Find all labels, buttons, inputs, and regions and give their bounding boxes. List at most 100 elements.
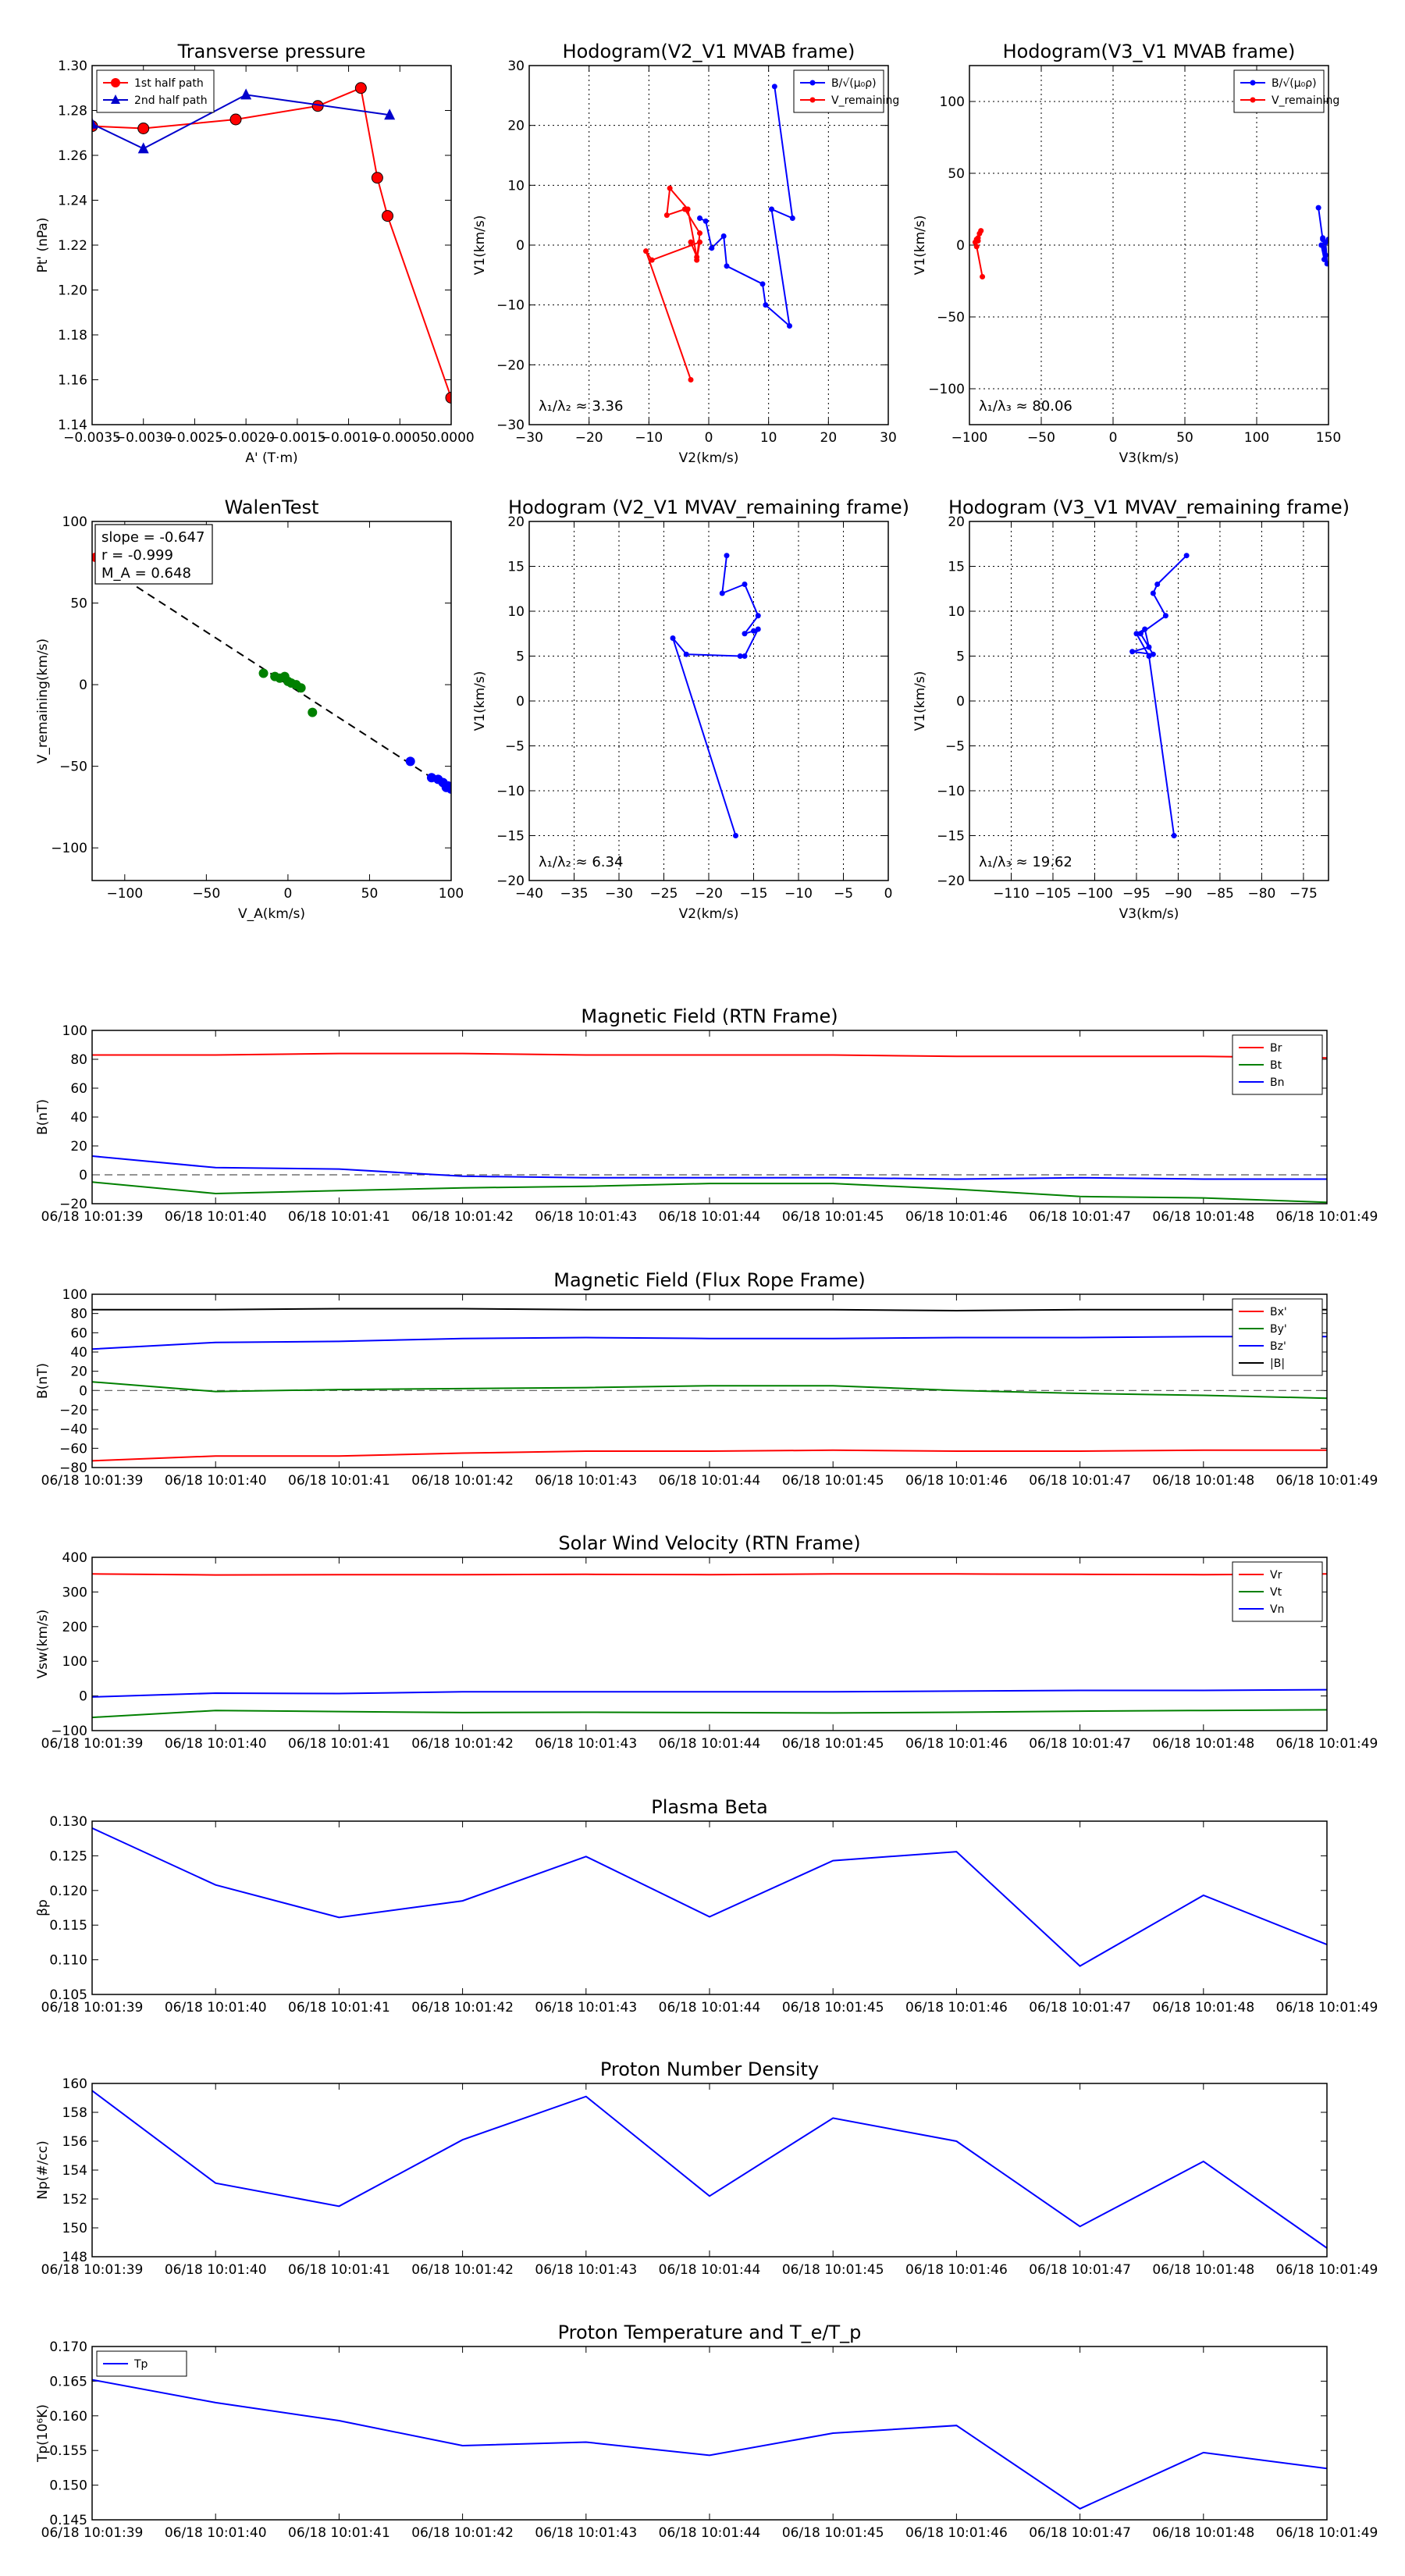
x-tick-label: 06/18 10:01:49: [1276, 1209, 1378, 1225]
x-axis-label: V3(km/s): [1119, 906, 1179, 922]
x-tick-label: −90: [1164, 886, 1192, 902]
legend-label: Bx': [1270, 1306, 1287, 1318]
data-point: [1325, 237, 1329, 243]
data-point: [1318, 242, 1325, 248]
x-tick-label: 06/18 10:01:39: [41, 1736, 144, 1752]
x-tick-label: 06/18 10:01:47: [1029, 1473, 1131, 1489]
chart-pt: Transverse pressure −0.0035−0.0030−0.0025…: [35, 41, 475, 466]
y-axis-label: Np(#/cc): [35, 2140, 51, 2199]
plot-area: [92, 2379, 1327, 2510]
x-tick-label: 06/18 10:01:44: [659, 2262, 761, 2278]
x-tick-label: −25: [650, 886, 678, 902]
data-point: [258, 668, 269, 678]
x-tick-label: 06/18 10:01:46: [905, 2262, 1008, 2278]
chart-bfield: Magnetic Field (RTN Frame) 06/18 10:01:39…: [35, 1005, 1378, 1225]
y-tick-label: 10: [507, 604, 525, 620]
y-tick-label: 50: [70, 596, 87, 612]
legend-marker: [111, 78, 120, 87]
y-axis-label: Tp(10⁶K): [35, 2404, 51, 2463]
data-point: [1150, 590, 1156, 596]
x-tick-label: 06/18 10:01:41: [288, 2000, 390, 2016]
chart-hodo4: Hodogram (V3_V1 MVAV_remaining frame) −11…: [912, 496, 1350, 922]
plot-area: [1129, 553, 1190, 838]
x-tick-label: 06/18 10:01:40: [165, 1209, 267, 1225]
y-tick-label: 100: [62, 1287, 87, 1303]
y-tick-label: 0.110: [49, 1953, 87, 1969]
x-tick-label: −100: [951, 430, 988, 446]
x-tick-label: 06/18 10:01:45: [782, 2262, 884, 2278]
x-tick-label: 0: [1109, 430, 1118, 446]
chart-bfr: Magnetic Field (Flux Rope Frame) 06/18 10…: [35, 1269, 1378, 1489]
ratio-annotation: λ₁/λ₂ ≈ 6.34: [539, 854, 623, 870]
y-tick-label: −40: [59, 1422, 87, 1438]
legend-label: Tp: [133, 2358, 148, 2371]
x-tick-label: −110: [993, 886, 1030, 902]
data-point: [308, 707, 318, 717]
y-tick-label: 300: [62, 1585, 87, 1600]
data-point: [1315, 205, 1321, 211]
x-tick-label: 06/18 10:01:43: [535, 1736, 637, 1752]
y-tick-label: 0: [79, 1689, 87, 1705]
data-point: [1162, 613, 1168, 619]
x-tick-label: −95: [1122, 886, 1151, 902]
data-point: [720, 233, 727, 239]
x-tick-label: 0: [705, 430, 713, 446]
axes-frame: [528, 65, 889, 425]
y-tick-label: 100: [62, 1654, 87, 1670]
y-tick-label: 0.125: [49, 1848, 87, 1864]
plot-area: [92, 82, 451, 404]
plot-area: [92, 1573, 1327, 1719]
x-tick-label: −10: [635, 430, 663, 446]
x-tick-label: −85: [1206, 886, 1234, 902]
chart-title: Solar Wind Velocity (RTN Frame): [558, 1532, 860, 1554]
x-tick-label: 06/18 10:01:48: [1152, 1209, 1254, 1225]
data-point: [771, 84, 777, 90]
data-point: [719, 590, 725, 596]
x-tick-label: 06/18 10:01:41: [288, 1209, 390, 1225]
data-point: [240, 88, 252, 100]
axes-frame: [91, 2346, 1328, 2521]
y-tick-label: 100: [940, 94, 965, 110]
chart-title: Proton Temperature and T_e/T_p: [558, 2322, 862, 2343]
ratio-annotation: λ₁/λ₃ ≈ 19.62: [979, 854, 1072, 870]
data-point: [1146, 644, 1152, 650]
chart-title: Hodogram (V3_V1 MVAV_remaining frame): [948, 496, 1350, 518]
x-tick-label: 06/18 10:01:49: [1276, 1736, 1378, 1752]
y-tick-label: 0: [956, 694, 965, 710]
y-tick-label: −30: [496, 418, 525, 433]
y-axis-label: V1(km/s): [912, 671, 928, 731]
x-tick-label: 06/18 10:01:48: [1152, 2000, 1254, 2016]
x-tick-label: 06/18 10:01:45: [782, 1736, 884, 1752]
data-point: [137, 142, 149, 154]
x-tick-label: 06/18 10:01:44: [659, 1473, 761, 1489]
legend-box: [96, 69, 215, 113]
data-point: [763, 302, 769, 308]
legend-box: [1233, 69, 1325, 113]
y-tick-label: 0.170: [49, 2339, 87, 2355]
legend-label: V_remaining: [1272, 94, 1339, 107]
axes-frame: [969, 521, 1329, 881]
data-point: [1142, 626, 1148, 632]
data-point: [1133, 631, 1140, 637]
data-point: [229, 113, 242, 126]
ratio-annotation: λ₁/λ₃ ≈ 80.06: [979, 398, 1072, 415]
x-tick-label: 06/18 10:01:47: [1029, 1736, 1131, 1752]
chart-vsw: Solar Wind Velocity (RTN Frame) 06/18 10:…: [35, 1532, 1378, 1752]
y-axis-label: βp: [35, 1899, 51, 1916]
y-tick-label: 1.16: [58, 373, 87, 389]
x-tick-label: −75: [1289, 886, 1318, 902]
series-line-1st half path: [92, 87, 451, 398]
legend-marker: [809, 97, 816, 103]
x-axis-label: A' (T·m): [245, 450, 297, 466]
data-point: [709, 245, 715, 251]
series-line-2nd half path: [92, 94, 390, 150]
data-point: [688, 377, 694, 382]
x-tick-label: −0.0015: [269, 430, 326, 446]
y-tick-label: 50: [948, 166, 965, 182]
data-point: [751, 628, 756, 634]
y-tick-label: 1.18: [58, 328, 87, 343]
y-tick-label: 1.24: [58, 194, 87, 209]
x-tick-label: 50: [361, 886, 379, 902]
y-tick-label: 0: [79, 678, 87, 693]
